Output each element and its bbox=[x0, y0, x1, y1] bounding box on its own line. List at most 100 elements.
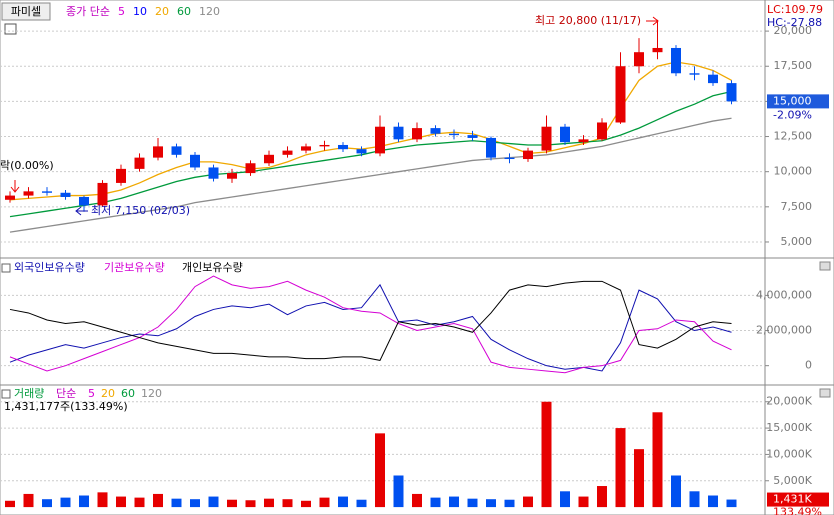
legend-box bbox=[1, 389, 11, 399]
y-tick-label: 20,000 bbox=[774, 24, 813, 37]
volume-bar bbox=[393, 475, 404, 508]
y-tick-label: 15,000K bbox=[766, 421, 812, 434]
volume-bar bbox=[615, 428, 626, 508]
legend-entry: 개인보유수량 bbox=[182, 261, 243, 274]
volume-bar bbox=[541, 401, 552, 508]
candle-body bbox=[227, 173, 237, 179]
volume-bar bbox=[430, 497, 441, 508]
candle-body bbox=[60, 192, 71, 197]
legend-entry: 120 bbox=[141, 387, 162, 400]
candle-body bbox=[116, 168, 126, 183]
legend-box bbox=[1, 263, 11, 273]
line-series bbox=[9, 283, 732, 372]
y-tick-label: 20,000K bbox=[766, 395, 812, 408]
candle-body bbox=[578, 139, 589, 143]
volume-bar bbox=[449, 496, 459, 508]
volume-bar bbox=[560, 491, 570, 508]
annotation-low: 최저 7,150 (02/03) bbox=[91, 204, 190, 217]
line-series bbox=[9, 117, 732, 233]
hc-label: HC:-27.88 bbox=[767, 16, 822, 29]
candle-body bbox=[634, 52, 644, 67]
annotation-arrow bbox=[646, 16, 659, 26]
candle-body bbox=[319, 144, 330, 147]
stock-name: 파미셀 bbox=[11, 5, 41, 18]
volume-bar bbox=[412, 493, 422, 508]
y-tick-label: 17,500 bbox=[774, 59, 813, 72]
volume-bar bbox=[60, 497, 71, 508]
volume-info: 1,431,177주(133.49%) bbox=[4, 400, 128, 413]
panel-button[interactable] bbox=[819, 388, 831, 398]
line-series bbox=[9, 280, 732, 361]
candle-body bbox=[5, 195, 15, 200]
candle-body bbox=[504, 157, 515, 160]
y-tick-label: 2,000,000 bbox=[756, 324, 812, 337]
volume-bar bbox=[356, 499, 367, 508]
volume-bar bbox=[171, 498, 182, 508]
y-tick-label: 10,000 bbox=[774, 165, 813, 178]
y-tick-label: 12,500 bbox=[774, 130, 813, 143]
candle-body bbox=[42, 191, 52, 193]
legend-entry: 기관보유수량 bbox=[104, 261, 165, 274]
candle-body bbox=[356, 149, 367, 154]
candle-body bbox=[190, 154, 200, 168]
volume-bar bbox=[190, 499, 200, 508]
volume-bar bbox=[79, 495, 89, 508]
volume-bar bbox=[671, 475, 681, 508]
candle-body bbox=[79, 196, 89, 206]
volume-bar bbox=[116, 496, 126, 508]
volume-bar bbox=[375, 433, 385, 508]
volume-bar bbox=[486, 499, 496, 508]
candle-body bbox=[23, 191, 34, 196]
legend-entry: 10 bbox=[133, 5, 147, 18]
candle-body bbox=[338, 144, 348, 150]
volume-bar bbox=[708, 495, 718, 508]
annotation-ex-rights: 락(0.00%) bbox=[0, 159, 54, 172]
volume-bar bbox=[597, 486, 607, 508]
y-tick-label: 5,000 bbox=[781, 235, 813, 248]
candle-body bbox=[208, 167, 219, 179]
candle-body bbox=[301, 146, 311, 151]
legend-entry: 60 bbox=[177, 5, 191, 18]
volume-bar bbox=[504, 499, 515, 508]
volume-bar bbox=[301, 500, 311, 508]
volume-bar bbox=[338, 496, 348, 508]
candle-body bbox=[615, 66, 626, 123]
legend-entry: 외국인보유수량 bbox=[14, 261, 85, 274]
candle-body bbox=[375, 126, 385, 154]
volume-bar bbox=[245, 500, 256, 508]
volume-bar bbox=[726, 499, 737, 508]
volume-bar bbox=[227, 499, 237, 508]
panel-button[interactable] bbox=[819, 261, 831, 271]
legend-entry: 20 bbox=[101, 387, 115, 400]
volume-bar bbox=[467, 498, 478, 508]
line-series bbox=[9, 275, 732, 374]
grid-icon[interactable] bbox=[4, 23, 17, 35]
volume-bar bbox=[264, 498, 274, 508]
stock-name-box[interactable] bbox=[1, 2, 51, 21]
volume-bar bbox=[282, 499, 293, 508]
line-series bbox=[9, 90, 732, 218]
legend-entry: 120 bbox=[199, 5, 220, 18]
candle-body bbox=[430, 128, 441, 134]
last-price-box bbox=[767, 94, 829, 109]
annotation-arrow bbox=[75, 206, 88, 216]
candle-body bbox=[264, 154, 274, 164]
legend-entry: 60 bbox=[121, 387, 135, 400]
y-tick-label: 7,500 bbox=[781, 200, 813, 213]
legend-title: 종가 단순 bbox=[66, 5, 110, 18]
candle-body bbox=[486, 137, 496, 158]
y-tick-label: 0 bbox=[805, 359, 812, 372]
last-volume-box bbox=[767, 492, 829, 507]
candle-body bbox=[393, 126, 404, 140]
y-tick-label: 4,000,000 bbox=[756, 288, 812, 301]
volume-bar bbox=[23, 493, 34, 508]
volume-bar bbox=[652, 412, 663, 508]
candle-body bbox=[523, 150, 533, 160]
annotation-arrow bbox=[10, 180, 20, 193]
volume-bar bbox=[208, 496, 219, 508]
candle-body bbox=[134, 157, 145, 169]
volume-bar bbox=[689, 491, 700, 508]
candle-body bbox=[245, 163, 256, 174]
candle-body bbox=[171, 146, 182, 155]
annotation-high: 최고 20,800 (11/17) bbox=[535, 14, 641, 27]
